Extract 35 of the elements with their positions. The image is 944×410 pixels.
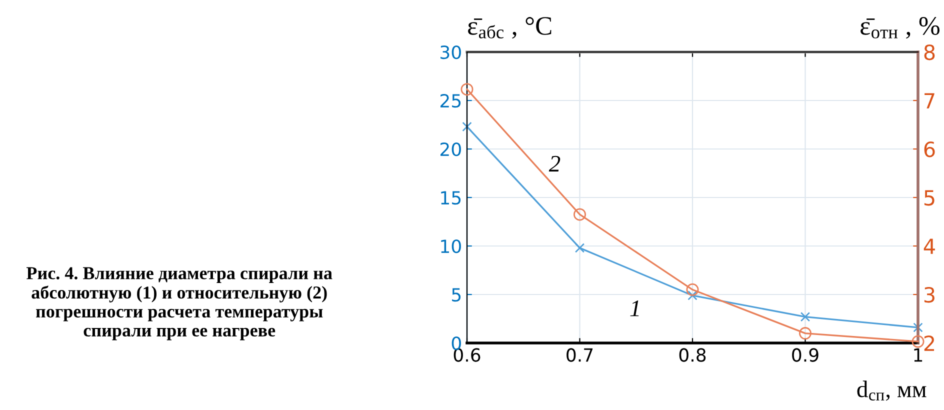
x-tick-label: 0.7 xyxy=(566,348,593,362)
y2-axis-title: ε̄$_{отн}$ , % xyxy=(860,17,940,39)
series-label: 2 xyxy=(548,156,560,172)
y2-tick-label: 2 xyxy=(924,335,934,351)
x-tick-label: 0.9 xyxy=(792,348,818,362)
y-tick-label: 5 xyxy=(452,288,461,302)
y-tick-label: 0 xyxy=(452,336,461,350)
point xyxy=(686,283,699,296)
y-tick-label: 25 xyxy=(440,94,461,108)
point xyxy=(574,208,586,221)
point xyxy=(913,322,923,332)
x-tick-label: 1 xyxy=(914,348,922,362)
y-axis-title: ε̄$_{абс}$ , °C xyxy=(468,17,552,39)
y-tick-label: 20 xyxy=(440,142,461,156)
point xyxy=(460,83,474,96)
point xyxy=(462,122,472,132)
y-tick-label: 15 xyxy=(441,191,461,205)
y2-tick-label: 5 xyxy=(924,190,934,206)
y-tick-label: 30 xyxy=(440,45,461,60)
x-tick-label: 0.8 xyxy=(679,348,706,362)
y2-tick-label: 7 xyxy=(924,93,934,108)
series-label: 1 xyxy=(630,300,639,316)
point xyxy=(574,243,585,253)
text: Рис. 4. Влияние диаметра спирали на абсолютную (1) и относительную (2) погрешности расчета температуры спирали при ее нагреве xyxy=(26,267,332,340)
y2-tick-label: 3 xyxy=(924,286,934,303)
y2-tick-label: 6 xyxy=(924,141,935,158)
x-tick-label: 0.6 xyxy=(454,348,480,362)
y2-tick-label: 8 xyxy=(924,44,935,60)
point xyxy=(912,335,924,348)
y2-tick-label: 4 xyxy=(924,238,935,254)
point xyxy=(800,312,810,322)
x-axis-title: d$_{сп}$, мм xyxy=(857,380,926,401)
y-tick-label: 10 xyxy=(441,239,461,254)
point xyxy=(688,290,698,300)
point xyxy=(799,327,812,340)
